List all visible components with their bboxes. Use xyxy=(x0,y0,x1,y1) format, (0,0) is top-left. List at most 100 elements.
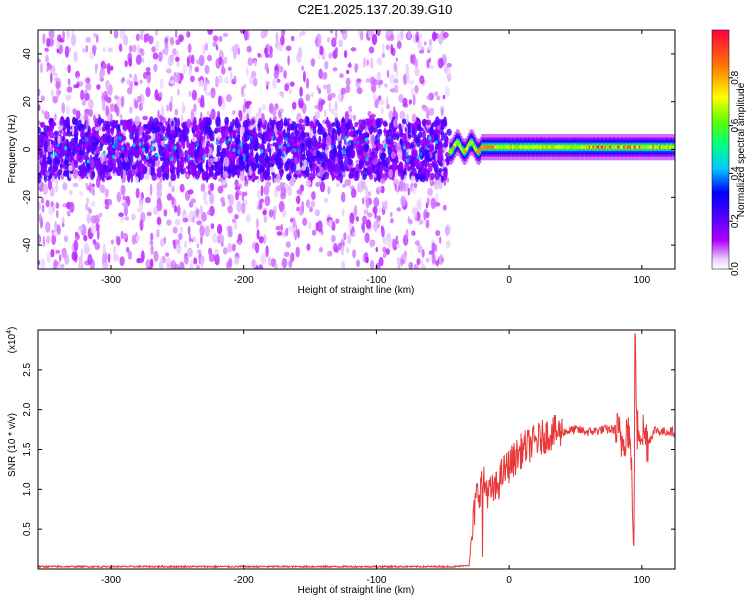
heatmap-cell xyxy=(122,170,127,183)
heatmap-cell xyxy=(135,33,140,42)
heatmap-cell xyxy=(429,172,435,181)
heatmap-cell xyxy=(196,142,200,147)
heatmap-cell xyxy=(85,137,89,142)
heatmap-cell xyxy=(422,106,429,112)
heatmap-cell xyxy=(50,153,54,158)
heatmap-cell xyxy=(428,107,435,116)
heatmap-cell xyxy=(38,213,42,224)
heatmap-cell xyxy=(91,183,95,188)
heatmap-cell xyxy=(163,209,168,217)
heatmap-cell xyxy=(208,247,213,256)
heatmap-cell xyxy=(413,182,418,189)
heatmap-cell xyxy=(349,167,354,180)
heatmap-cell xyxy=(156,181,163,192)
heatmap-cell xyxy=(129,106,133,114)
heatmap-cell xyxy=(218,56,223,65)
heatmap-cell xyxy=(381,226,385,238)
heatmap-cell xyxy=(121,202,128,207)
heatmap-cell xyxy=(191,54,195,65)
heatmap-cell xyxy=(176,244,182,254)
heatmap-cell xyxy=(413,158,420,167)
heatmap-cell xyxy=(126,79,130,85)
heatmap-cell xyxy=(310,120,314,129)
heatmap-cell xyxy=(405,63,410,76)
heatmap-cell xyxy=(350,188,357,198)
heatmap-cell xyxy=(55,80,61,90)
heatmap-cell xyxy=(412,207,418,217)
heatmap-cell xyxy=(426,197,430,206)
heatmap-cell xyxy=(102,243,106,255)
heatmap-cell xyxy=(304,166,310,178)
heatmap-cell xyxy=(242,191,248,197)
heatmap-cell xyxy=(260,30,266,39)
heatmap-cell xyxy=(41,109,45,114)
chart-title: C2E1.2025.137.20.39.G10 xyxy=(298,2,453,17)
heatmap-cell xyxy=(146,155,150,160)
heatmap-cell xyxy=(285,241,291,248)
heatmap-cell xyxy=(248,125,254,131)
heatmap-cell xyxy=(418,219,424,225)
heatmap-cell xyxy=(44,47,49,52)
heatmap-cell xyxy=(243,129,250,142)
snr-xlabel: Height of straight line (km) xyxy=(298,585,415,596)
heatmap-cell xyxy=(293,230,297,238)
heatmap-cell xyxy=(42,153,46,165)
heatmap-cell xyxy=(260,149,264,154)
heatmap-cell xyxy=(199,205,203,215)
heatmap-cell xyxy=(326,83,331,95)
heatmap-cell xyxy=(272,142,278,147)
heatmap-cell xyxy=(348,144,352,156)
heatmap-cell xyxy=(372,165,375,174)
heatmap-cell xyxy=(426,59,430,69)
heatmap-cell xyxy=(159,238,165,248)
heatmap-cell xyxy=(122,195,127,201)
heatmap-cell xyxy=(370,259,375,269)
heatmap-cell xyxy=(157,109,160,119)
heatmap-cell xyxy=(316,165,320,174)
heatmap-cell xyxy=(405,158,409,163)
heatmap-cell xyxy=(134,176,139,184)
heatmap-cell xyxy=(84,132,88,138)
heatmap-cell xyxy=(114,143,118,148)
heatmap-cell xyxy=(75,122,79,131)
heatmap-cell xyxy=(132,143,136,148)
heatmap-cell xyxy=(239,172,245,182)
heatmap-cell xyxy=(247,156,253,164)
heatmap-cell xyxy=(48,117,53,126)
heatmap-cell xyxy=(53,259,58,269)
heatmap-cell xyxy=(162,161,166,169)
heatmap-cell xyxy=(318,88,321,95)
heatmap-cell xyxy=(91,187,96,196)
heatmap-cell xyxy=(166,193,173,201)
heatmap-cell xyxy=(365,77,370,84)
heatmap-cell xyxy=(173,145,177,150)
heatmap-cell xyxy=(243,119,249,128)
heatmap-cell xyxy=(325,135,332,147)
heatmap-cell xyxy=(276,173,281,184)
heatmap-cell xyxy=(76,82,80,89)
heatmap-cell xyxy=(45,54,49,63)
heatmap-cell xyxy=(66,30,70,40)
heatmap-cell xyxy=(350,47,357,52)
heatmap-cell xyxy=(408,262,414,269)
heatmap-cell xyxy=(396,207,402,212)
heatmap-cell xyxy=(116,191,122,203)
heatmap-cell xyxy=(386,237,393,249)
heatmap-cell xyxy=(208,129,213,138)
heatmap-cell xyxy=(439,161,443,167)
heatmap-cell xyxy=(353,143,356,150)
heatmap-cell xyxy=(339,73,344,79)
heatmap-cell xyxy=(408,133,412,139)
heatmap-cell xyxy=(255,218,259,229)
heatmap-cell xyxy=(204,146,210,155)
heatmap-cell xyxy=(281,153,285,158)
heatmap-cell xyxy=(290,35,295,42)
heatmap-cell xyxy=(274,66,278,71)
heatmap-cell xyxy=(374,213,377,219)
heatmap-cell xyxy=(403,73,408,86)
heatmap-cell xyxy=(231,243,236,252)
heatmap-cell xyxy=(186,137,190,149)
heatmap-cell xyxy=(274,263,278,269)
heatmap-cell xyxy=(216,224,223,235)
heatmap-cell xyxy=(282,128,286,141)
